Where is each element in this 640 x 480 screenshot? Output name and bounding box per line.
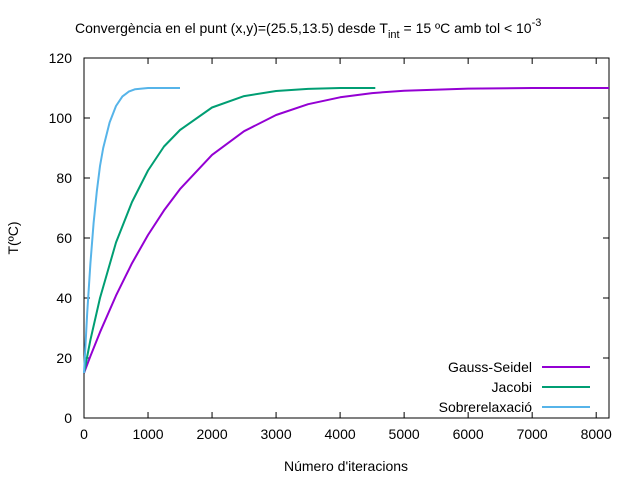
- y-tick-labels: 0 20 40 60 80 100 120: [49, 50, 73, 426]
- legend-label-3: Sobrerelaxació: [439, 399, 533, 415]
- x-tick-label: 7000: [517, 426, 548, 442]
- x-tick-labels: 0 1000 2000 3000 4000 5000 6000 7000 8000: [80, 426, 612, 442]
- chart-title-superscript: -3: [532, 17, 542, 29]
- chart-title-main: Convergència en el punt (x,y)=(25.5,13.5…: [75, 20, 388, 36]
- axis-ticks: [83, 57, 609, 419]
- x-tick-label: 1000: [132, 426, 163, 442]
- x-tick-label: 4000: [325, 426, 356, 442]
- x-axis-label: Número d'iteracions: [284, 458, 408, 474]
- series-line-1: [83, 87, 609, 374]
- chart-title: Convergència en el punt (x,y)=(25.5,13.5…: [75, 17, 541, 41]
- y-tick-label: 20: [56, 350, 72, 366]
- chart-title-after: = 15 ºC amb tol < 10: [400, 20, 532, 36]
- y-axis-label: T(ºC): [5, 221, 21, 254]
- x-tick-label: 6000: [453, 426, 484, 442]
- legend-label-2: Jacobi: [492, 379, 532, 395]
- y-tick-label: 60: [56, 230, 72, 246]
- y-tick-label: 0: [64, 410, 72, 426]
- x-tick-label: 5000: [389, 426, 420, 442]
- x-tick-label: 0: [80, 426, 88, 442]
- legend-label-1: Gauss-Seidel: [448, 359, 532, 375]
- series-lines: [83, 87, 609, 374]
- series-line-2: [83, 87, 376, 374]
- x-tick-label: 3000: [260, 426, 291, 442]
- x-tick-label: 2000: [196, 426, 227, 442]
- x-tick-label: 8000: [581, 426, 612, 442]
- series-line-3: [83, 87, 180, 374]
- legend: Gauss-Seidel Jacobi Sobrerelaxació: [439, 359, 590, 415]
- y-tick-label: 100: [49, 110, 73, 126]
- y-tick-label: 80: [56, 170, 72, 186]
- chart-title-subscript: int: [388, 29, 400, 41]
- y-tick-label: 40: [56, 290, 72, 306]
- y-tick-label: 120: [49, 50, 73, 66]
